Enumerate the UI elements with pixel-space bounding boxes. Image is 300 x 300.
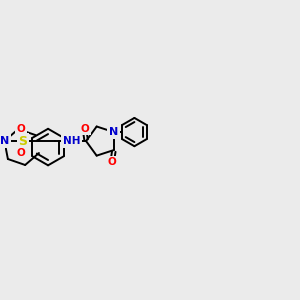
Text: NH: NH <box>63 136 80 146</box>
Text: O: O <box>108 158 117 167</box>
Text: N: N <box>109 127 119 137</box>
Text: O: O <box>17 124 26 134</box>
Text: N: N <box>0 136 9 146</box>
Text: S: S <box>18 135 27 148</box>
Text: O: O <box>80 124 89 134</box>
Text: O: O <box>17 148 26 158</box>
